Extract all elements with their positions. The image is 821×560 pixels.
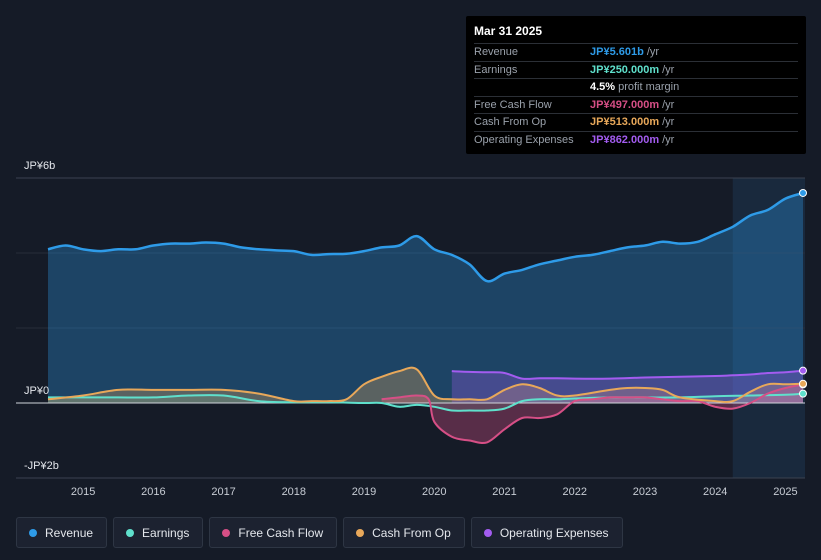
x-axis-tick-label: 2017 <box>211 486 235 498</box>
y-axis-label: -JP¥2b <box>24 460 59 472</box>
y-axis-label: JP¥0 <box>24 385 49 397</box>
legend-label: Revenue <box>45 525 94 540</box>
end-dot-operating-expenses <box>799 366 807 375</box>
x-axis-tick-label: 2022 <box>563 486 587 498</box>
legend-dot-icon <box>222 528 231 537</box>
tooltip-row-value: JP¥862.000m <box>590 133 660 146</box>
tooltip-row: Free Cash Flow JP¥497.000m/yr <box>474 95 798 114</box>
tooltip-row-value: JP¥250.000m <box>590 63 660 76</box>
x-axis-tick-label: 2025 <box>773 486 797 498</box>
tooltip-row-label: Free Cash Flow <box>474 98 552 111</box>
area-cash-from-op <box>48 367 803 403</box>
data-tooltip: Mar 31 2025 Revenue JP¥5.601b/yr Earnings J… <box>466 16 806 154</box>
tooltip-row-label: Cash From Op <box>474 116 547 128</box>
tooltip-row: Revenue JP¥5.601b/yr <box>474 43 798 61</box>
tooltip-row-value: JP¥5.601b <box>590 46 644 58</box>
legend-label: Free Cash Flow <box>238 525 324 540</box>
tooltip-row: Operating Expenses JP¥862.000m/yr <box>474 130 798 149</box>
x-axis-tick-label: 2015 <box>71 486 95 498</box>
legend-label: Operating Expenses <box>499 525 609 540</box>
tooltip-row-unit: profit margin <box>618 81 680 93</box>
x-axis-tick-label: 2020 <box>422 486 446 498</box>
tooltip-row-label: Earnings <box>474 63 518 76</box>
legend-label: Earnings <box>142 525 190 540</box>
tooltip-date: Mar 31 2025 <box>474 24 543 38</box>
tooltip-row-value: 4.5% <box>590 81 616 93</box>
x-axis-tick-label: 2016 <box>141 486 165 498</box>
legend-item-earnings[interactable]: Earnings <box>113 517 204 548</box>
tooltip-row: 4.5% profit margin <box>474 78 798 96</box>
line-revenue <box>47 191 804 283</box>
legend-item-cash-from-op[interactable]: Cash From Op <box>343 517 465 548</box>
tooltip-row: Earnings JP¥250.000m/yr <box>474 60 798 79</box>
area-free-cash-flow <box>381 384 803 444</box>
x-axis-tick-label: 2021 <box>492 486 516 498</box>
end-dot-cash-from-op <box>799 379 807 388</box>
legend-item-operating-expenses[interactable]: Operating Expenses <box>470 517 623 548</box>
legend-dot-icon <box>29 528 37 537</box>
tooltip-row-label: Operating Expenses <box>474 133 574 146</box>
x-axis-tick-label: 2019 <box>352 486 376 498</box>
line-cash-from-op <box>47 366 804 403</box>
tooltip-row-label <box>474 79 590 96</box>
y-axis-label: JP¥6b <box>24 160 55 172</box>
tooltip-row: Cash From Op JP¥513.000m/yr <box>474 113 798 131</box>
area-revenue <box>48 193 803 403</box>
tooltip-row-label: Revenue <box>474 46 519 58</box>
legend-dot-icon <box>126 528 135 537</box>
legend-dot-icon <box>483 528 492 537</box>
chart-legend: Revenue Earnings Free Cash Flow Cash From O… <box>16 517 623 548</box>
tooltip-row-unit: /yr <box>662 116 675 128</box>
legend-label: Cash From Op <box>372 525 451 540</box>
tooltip-row-unit: /yr <box>662 98 675 111</box>
legend-item-revenue[interactable]: Revenue <box>16 517 108 548</box>
line-free-cash-flow <box>381 383 804 445</box>
tooltip-row-value: JP¥497.000m <box>590 98 660 111</box>
legend-dot-icon <box>356 528 365 537</box>
end-dot-revenue <box>799 188 807 197</box>
end-dot-earnings <box>799 389 807 398</box>
tooltip-row-value: JP¥513.000m <box>590 116 660 128</box>
x-axis-tick-label: 2024 <box>703 486 727 498</box>
x-axis-tick-label: 2023 <box>633 486 657 498</box>
line-operating-expenses <box>451 369 804 380</box>
x-axis-tick-label: 2018 <box>282 486 306 498</box>
tooltip-row-unit: /yr <box>646 46 660 58</box>
tooltip-row-unit: /yr <box>662 63 675 76</box>
legend-item-free-cash-flow[interactable]: Free Cash Flow <box>209 517 338 548</box>
tooltip-row-unit: /yr <box>662 133 675 146</box>
